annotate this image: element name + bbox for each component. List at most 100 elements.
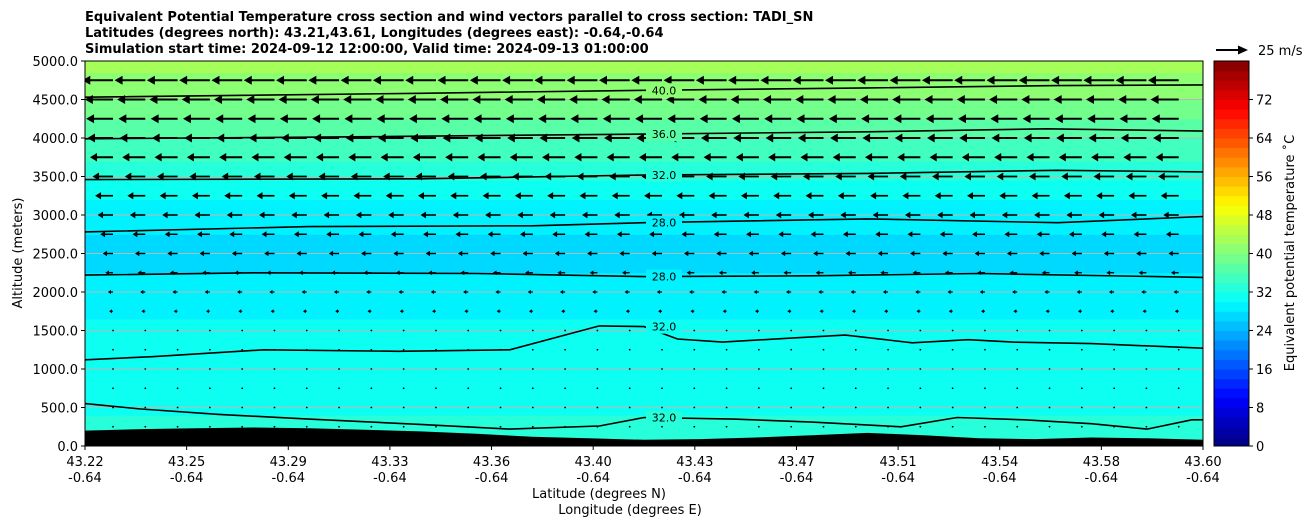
wind-vector	[984, 329, 986, 332]
wind-vector-head	[415, 172, 422, 181]
wind-vector-head	[117, 95, 126, 104]
field-band	[85, 125, 1203, 131]
wind-vector-head	[1155, 152, 1163, 162]
field-band	[85, 360, 1203, 366]
wind-vector-head	[842, 231, 848, 238]
wind-vector	[822, 329, 825, 332]
wind-vector-head	[787, 309, 791, 314]
colorbar-segment	[1214, 320, 1249, 331]
wind-vector-head	[326, 231, 332, 238]
wind-vector-head	[89, 152, 98, 162]
colorbar-segment	[1214, 61, 1249, 72]
wind-vector-head	[967, 192, 973, 200]
wind-vector-head	[755, 309, 758, 314]
wind-vector-head	[733, 133, 741, 143]
x-axis-label-longitude: Longitude (degrees E)	[558, 503, 702, 518]
wind-vector-head	[972, 231, 977, 238]
y-tick-label: 2000.0	[33, 286, 79, 301]
wind-vector	[435, 348, 437, 351]
wind-vector-head	[644, 192, 651, 200]
colorbar-segment	[1214, 234, 1249, 245]
wind-vector	[628, 406, 631, 409]
wind-vector-head	[1066, 211, 1072, 219]
wind-vector-head	[884, 309, 888, 314]
x-tick-label-latitude: 43.29	[270, 455, 307, 470]
wind-vector-head	[1045, 309, 1049, 314]
wind-vector-head	[380, 152, 388, 162]
contour-line	[85, 325, 1203, 361]
wind-vector-head	[442, 133, 451, 143]
wind-vector-head	[619, 250, 624, 257]
wind-vector-head	[765, 133, 774, 143]
wind-vector	[402, 329, 405, 332]
x-tick-label-latitude: 43.33	[371, 455, 408, 470]
contour-line	[85, 402, 1203, 430]
colorbar-segment	[1214, 195, 1249, 206]
wind-vector-head	[991, 133, 1000, 143]
wind-vector-head	[929, 152, 937, 162]
wind-vector-head	[722, 309, 726, 314]
x-axis: 43.22-0.6443.25-0.6443.29-0.6443.33-0.64…	[66, 446, 1222, 486]
field-band	[85, 368, 1203, 374]
wind-vector	[725, 348, 728, 351]
wind-vector-head	[86, 114, 95, 124]
wind-vector-head	[956, 95, 965, 104]
wind-vector-head	[989, 95, 998, 104]
wind-vector-head	[118, 114, 127, 124]
wind-vector-head	[477, 152, 485, 162]
wind-vector	[1145, 387, 1148, 390]
wind-vector-head	[589, 270, 594, 276]
wind-vector-head	[1120, 133, 1129, 143]
field-band	[85, 422, 1203, 428]
wind-vector	[919, 387, 922, 390]
wind-vector-head	[1136, 250, 1141, 257]
wind-vector	[854, 387, 857, 390]
wind-vector	[241, 387, 244, 390]
wind-vector-head	[270, 309, 274, 314]
wind-vector-head	[947, 289, 951, 295]
wind-vector-head	[763, 95, 772, 104]
wind-vector	[919, 329, 922, 332]
wind-vector-head	[425, 250, 430, 257]
wind-vector-head	[150, 114, 159, 124]
wind-vector-head	[189, 172, 196, 181]
x-tick-label-longitude: -0.64	[576, 471, 610, 486]
wind-vector-head	[592, 289, 596, 295]
wind-vector-head	[830, 133, 838, 143]
wind-vector	[564, 348, 567, 351]
wind-vector-head	[340, 75, 349, 85]
wind-vector-head	[343, 95, 352, 104]
wind-vector-head	[251, 152, 259, 162]
wind-vector	[822, 425, 825, 428]
field-band	[85, 164, 1203, 170]
wind-vector-head	[135, 250, 140, 257]
wind-vector-head	[1044, 289, 1048, 295]
wind-vector-head	[440, 95, 449, 104]
colorbar-tick-label: 48	[1256, 209, 1273, 224]
wind-vector	[725, 406, 728, 409]
colorbar-tick-label: 72	[1256, 94, 1273, 109]
wind-vector	[951, 368, 954, 370]
wind-vector-head	[557, 270, 562, 276]
wind-vector	[1145, 348, 1148, 351]
wind-vector	[531, 387, 534, 390]
wind-vector-head	[961, 152, 969, 162]
colorbar-segment	[1214, 176, 1249, 187]
wind-vector	[112, 425, 114, 428]
colorbar-segment	[1214, 128, 1249, 139]
wind-vector-head	[140, 289, 144, 295]
wind-vector	[499, 406, 502, 409]
y-axis: 0.0 500.0 1000.0 1500.0 2000.0 2500.0 3000.0 35…	[33, 55, 85, 455]
wind-vector-head	[395, 270, 400, 276]
wind-vector-head	[1087, 114, 1096, 124]
field-band	[85, 279, 1203, 285]
field-band	[85, 287, 1203, 293]
wind-vector	[467, 329, 470, 332]
colorbar-tick-label: 56	[1256, 171, 1273, 186]
wind-vector-head	[638, 152, 647, 162]
quiver-key-label: 25 m/s	[1258, 44, 1303, 59]
wind-vector	[144, 368, 147, 370]
wind-vector-head	[1128, 192, 1135, 200]
field-band	[85, 333, 1203, 339]
wind-vector	[1080, 348, 1083, 351]
